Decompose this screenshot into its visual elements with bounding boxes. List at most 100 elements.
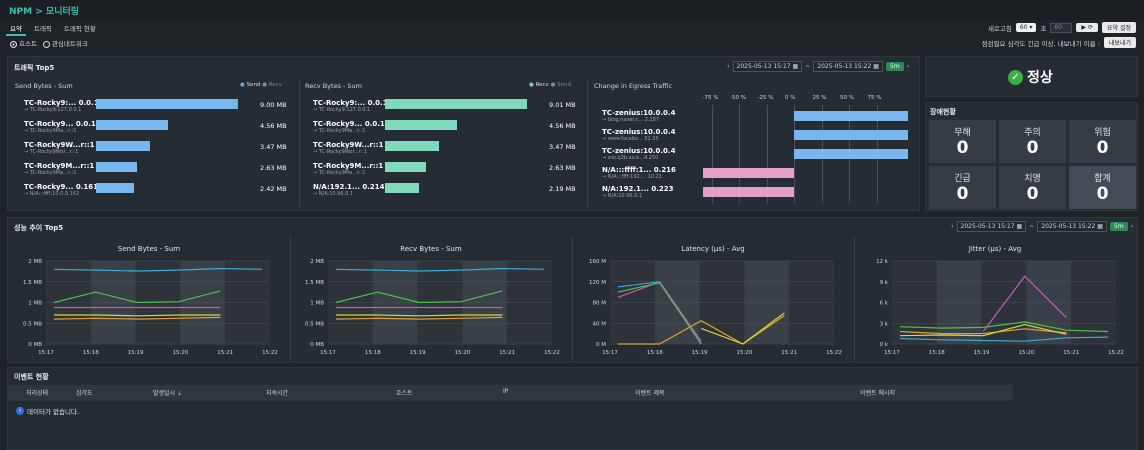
events-column-header[interactable]: 심각도 xyxy=(76,390,93,397)
series-line[interactable] xyxy=(899,336,1109,342)
refresh-unit: 초 xyxy=(1040,24,1047,33)
traffic-date-from[interactable]: 2025-05-13 15:17 ▦ xyxy=(732,61,803,72)
tab-traffic[interactable]: 트래픽 xyxy=(33,25,52,33)
fault-stat[interactable]: 긴급 0 xyxy=(929,166,996,209)
divider xyxy=(587,79,588,207)
egress-row[interactable]: TC-zenius:10.0.0.4 → www.facebo... 52.35 xyxy=(602,128,675,142)
divider xyxy=(299,79,300,207)
series-line[interactable] xyxy=(617,282,702,345)
traffic-row[interactable]: TC-Rocky9... 0.0.1 → TC-Rocky9Ma...r::1 xyxy=(24,120,96,134)
radio-network[interactable]: 관심네트워크 xyxy=(42,38,88,48)
series-line[interactable] xyxy=(899,323,1067,337)
legend-send[interactable]: Send xyxy=(246,82,261,88)
legend-send[interactable]: Send xyxy=(557,82,571,88)
perf-line-chart: 0 MB 0.5 MB 1 MB 1.5 MB 2 MB 15:17 15:18 15:19 1… xyxy=(23,259,278,356)
events-column-header[interactable]: IP xyxy=(503,388,509,395)
traffic-interval-button[interactable]: 5m xyxy=(885,62,904,71)
refresh-interval-select[interactable]: 60 ▾ xyxy=(1015,23,1037,32)
traffic-row[interactable]: TC-Rocky9... 0.0.1 → TC-Rocky9Ma...r::1 xyxy=(313,120,385,134)
traffic-bar[interactable] xyxy=(385,120,457,130)
series-line[interactable] xyxy=(54,314,221,317)
series-line[interactable] xyxy=(335,316,503,320)
breadcrumb-app[interactable]: NPM xyxy=(9,7,33,17)
legend-recv[interactable]: Recv xyxy=(268,82,282,88)
egress-row[interactable]: N/A:192.1... 0.223 → N/A:10.96.0.1 xyxy=(602,185,673,199)
series-line[interactable] xyxy=(53,316,221,320)
traffic-date-to[interactable]: 2025-05-13 15:22 ▦ xyxy=(813,61,883,72)
series-line[interactable] xyxy=(700,312,785,345)
traffic-row[interactable]: TC-Rocky9W...r::1 → TC-Rocky9Wor...r::1 xyxy=(313,141,383,155)
egress-bar[interactable] xyxy=(703,187,794,197)
events-column-header[interactable]: 지속시간 xyxy=(266,390,289,397)
series-line[interactable] xyxy=(618,315,785,345)
traffic-bar[interactable] xyxy=(96,162,137,172)
events-column-header[interactable]: 이벤트 제목 xyxy=(635,390,665,397)
export-button[interactable]: 내보내기 xyxy=(1103,37,1136,48)
egress-bar[interactable] xyxy=(794,130,908,140)
egress-tick-label: 25 % xyxy=(812,95,827,101)
series-line[interactable] xyxy=(335,290,503,304)
y-tick-label: 0 M xyxy=(596,342,606,348)
egress-row[interactable]: TC-zenius:10.0.0.4 → blog.naver.c... 2.18… xyxy=(602,109,675,123)
x-tick-label: 15:22 xyxy=(826,350,842,356)
traffic-bar[interactable] xyxy=(385,99,527,109)
next-range-icon[interactable]: › xyxy=(906,63,909,70)
tab-traffic-status[interactable]: 트래픽 현황 xyxy=(63,25,96,33)
series-line[interactable] xyxy=(53,290,221,304)
egress-row[interactable]: TC-zenius:10.0.0.4 → sso.q2b.ao.k...4.250 xyxy=(602,147,675,161)
tab-summary[interactable]: 요약 xyxy=(6,22,26,36)
series-line[interactable] xyxy=(335,267,545,272)
x-tick-label: 15:18 xyxy=(929,350,945,356)
traffic-row[interactable]: TC-Rocky9W...r::1 → TC-Rocky9Wor...r::1 xyxy=(24,141,94,155)
events-column-header[interactable]: 이벤트 메시지 xyxy=(860,390,896,397)
traffic-bar[interactable] xyxy=(96,120,168,130)
traffic-bar[interactable] xyxy=(385,141,439,151)
perf-date-from[interactable]: 2025-05-13 15:17 ▦ xyxy=(956,221,1027,232)
traffic-bar[interactable] xyxy=(96,99,238,109)
traffic-row[interactable]: TC-Rocky9:... 0.0.1 → TC-Rocky9:127.0.0.1 xyxy=(24,99,99,113)
fault-stat[interactable]: 합계 0 xyxy=(1069,166,1136,209)
fault-stat[interactable]: 무해 0 xyxy=(929,120,996,163)
events-column-header[interactable]: 발생일시 ⇣ xyxy=(153,390,183,397)
egress-bar[interactable] xyxy=(794,149,908,159)
egress-bar[interactable] xyxy=(794,111,908,121)
egress-bar[interactable] xyxy=(703,168,794,178)
series-line[interactable] xyxy=(899,321,1109,333)
traffic-bar[interactable] xyxy=(96,183,134,193)
events-column-header[interactable]: 호스트 xyxy=(396,390,413,397)
traffic-row[interactable]: TC-Rocky9M...r::1 → TC-Rocky9Ma...r::1 xyxy=(24,162,94,176)
fault-stat[interactable]: 치명 0 xyxy=(999,166,1066,209)
series-line[interactable] xyxy=(617,281,702,342)
next-range-icon[interactable]: › xyxy=(1130,223,1133,230)
perf-date-to[interactable]: 2025-05-13 15:22 ▦ xyxy=(1037,221,1107,232)
series-line[interactable] xyxy=(336,314,503,317)
traffic-row[interactable]: TC-Rocky9:... 0.0.1 → TC-Rocky9:127.0.0.1 xyxy=(313,99,388,113)
traffic-bar[interactable] xyxy=(385,162,426,172)
fault-stat[interactable]: 위험 0 xyxy=(1069,120,1136,163)
traffic-row[interactable]: TC-Rocky9M...r::1 → TC-Rocky9Ma...r::1 xyxy=(313,162,383,176)
series-line[interactable] xyxy=(53,267,263,272)
egress-row[interactable]: N/A:::ffff:1... 0.216 → N/A:::ffff:192...… xyxy=(602,166,676,180)
range-tilde: ~ xyxy=(1029,223,1035,230)
traffic-row[interactable]: TC-Rocky9... 0.161 → N/A:::ffff:10.0.0.16… xyxy=(24,183,98,197)
divider xyxy=(572,236,573,362)
series-line[interactable] xyxy=(899,328,1067,335)
fault-stat[interactable]: 주의 0 xyxy=(999,120,1066,163)
countdown-input[interactable]: 60 xyxy=(1050,22,1073,33)
legend-dot-icon: ● xyxy=(529,82,534,88)
events-column-header[interactable]: 처리상태 xyxy=(26,390,49,397)
traffic-row[interactable]: N/A:192.1... 0.214 → N/A:10.96.0.1 xyxy=(313,183,384,197)
summary-settings-button[interactable]: 요약 설정 xyxy=(1102,22,1136,33)
prev-range-icon[interactable]: ‹ xyxy=(727,63,730,70)
traffic-bar[interactable] xyxy=(385,183,419,193)
legend-recv[interactable]: Recv xyxy=(535,82,549,88)
y-tick-label: 12 k xyxy=(876,259,889,265)
radio-host[interactable]: 호스트 xyxy=(10,38,37,48)
series-line[interactable] xyxy=(982,275,1067,332)
refresh-icon: ⟳ xyxy=(1087,24,1093,31)
traffic-bar[interactable] xyxy=(96,141,150,151)
prev-range-icon[interactable]: ‹ xyxy=(951,223,954,230)
y-tick-label: 40 M xyxy=(593,321,607,327)
perf-interval-button[interactable]: 5m xyxy=(1109,222,1128,231)
play-refresh-button[interactable]: ▶ ⟳ xyxy=(1076,23,1098,32)
